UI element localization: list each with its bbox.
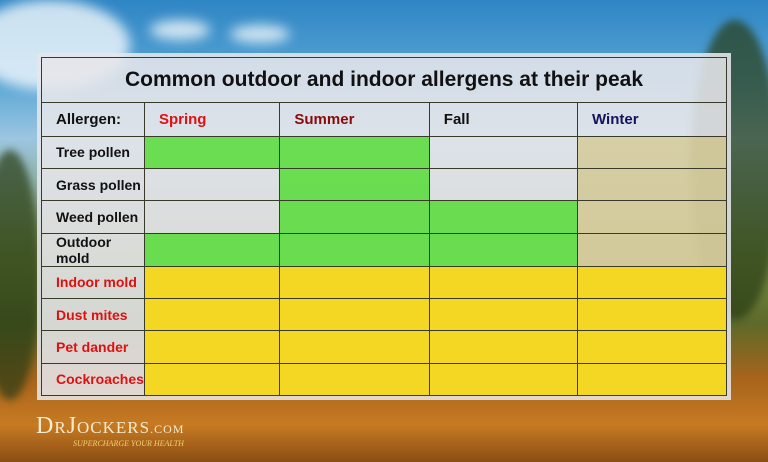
allergen-label: Indoor mold xyxy=(41,265,145,300)
allergen-label: Cockroaches xyxy=(41,362,145,397)
peak-cell xyxy=(577,362,727,397)
table-row: Tree pollen xyxy=(41,135,727,169)
off-peak-cell xyxy=(577,200,727,234)
table-row: Dust mites xyxy=(41,298,727,332)
background-cloud xyxy=(230,25,290,43)
peak-cell xyxy=(279,362,430,397)
peak-cell xyxy=(143,298,281,332)
background-cloud xyxy=(150,20,210,40)
peak-cell xyxy=(577,298,727,332)
peak-cell xyxy=(279,330,430,364)
season-header-fall: Fall xyxy=(428,102,579,137)
peak-cell xyxy=(428,362,579,397)
peak-cell xyxy=(428,200,579,234)
peak-cell xyxy=(143,362,281,397)
off-peak-cell xyxy=(577,232,727,267)
peak-cell xyxy=(279,200,430,234)
allergen-label: Outdoor mold xyxy=(41,232,145,267)
peak-cell xyxy=(428,232,579,267)
off-peak-cell xyxy=(428,135,579,169)
peak-cell xyxy=(279,135,430,169)
page-title: Common outdoor and indoor allergens at t… xyxy=(41,56,727,104)
off-peak-cell xyxy=(143,200,281,234)
table-row: Grass pollen xyxy=(41,167,727,202)
drjockers-logo: DRJOCKERS.COM SUPERCHARGE YOUR HEALTH xyxy=(36,413,185,448)
peak-cell xyxy=(279,298,430,332)
peak-cell xyxy=(279,167,430,202)
allergen-label: Dust mites xyxy=(41,298,145,332)
off-peak-cell xyxy=(143,167,281,202)
allergen-header: Allergen: xyxy=(41,102,145,137)
table-row: Weed pollen xyxy=(41,200,727,234)
allergen-table: Common outdoor and indoor allergens at t… xyxy=(41,56,727,397)
off-peak-cell xyxy=(428,167,579,202)
allergen-label: Grass pollen xyxy=(41,167,145,202)
allergen-label: Weed pollen xyxy=(41,200,145,234)
off-peak-cell xyxy=(577,135,727,169)
table-row: Cockroaches xyxy=(41,362,727,397)
background-tree xyxy=(0,150,40,400)
peak-cell xyxy=(143,330,281,364)
season-header-winter: Winter xyxy=(577,102,727,137)
peak-cell xyxy=(428,265,579,300)
peak-cell xyxy=(279,265,430,300)
allergen-label: Pet dander xyxy=(41,330,145,364)
peak-cell xyxy=(143,135,281,169)
peak-cell xyxy=(143,232,281,267)
table-row: Outdoor mold xyxy=(41,232,727,267)
off-peak-cell xyxy=(577,167,727,202)
table-row: Indoor mold xyxy=(41,265,727,300)
peak-cell xyxy=(143,265,281,300)
allergen-label: Tree pollen xyxy=(41,135,145,169)
peak-cell xyxy=(279,232,430,267)
peak-cell xyxy=(428,330,579,364)
peak-cell xyxy=(577,330,727,364)
season-header-summer: Summer xyxy=(279,102,430,137)
table-row: Pet dander xyxy=(41,330,727,364)
season-header-spring: Spring xyxy=(143,102,281,137)
peak-cell xyxy=(428,298,579,332)
peak-cell xyxy=(577,265,727,300)
